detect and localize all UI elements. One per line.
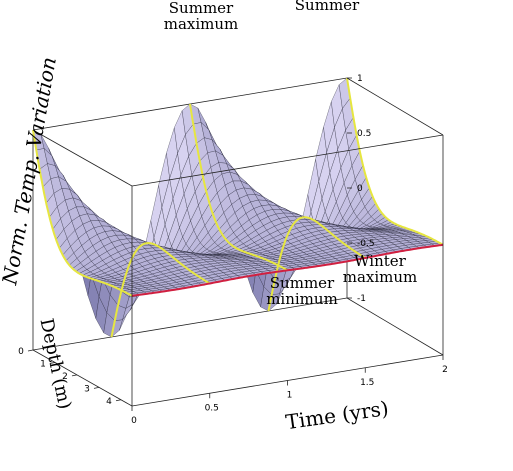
z-tick-label: 0 [357,184,363,194]
depth-tick-label: 0 [18,347,24,357]
highlight-lines [32,77,444,338]
annotation-line: Summer [270,274,335,292]
z-tick-label: 0.5 [357,129,371,139]
depth-highlight-line [131,243,444,297]
temperature-surface [32,77,444,338]
annotation-label: Summer minimum [266,274,338,308]
box-edge-left-top [32,129,133,187]
annotation-label: Winter maximum [343,252,418,286]
time-tick-label: 2 [442,365,448,375]
box-edge-right-top [346,77,444,136]
depth-tick [27,349,34,352]
axis-ticks: 0 0.5 1 1.5 2 0 1 2 3 4 1 0.5 0 -0.5 -1 [18,74,448,426]
z-tick-label: -0.5 [357,239,375,249]
box-edge-back-bottom [32,297,348,351]
depth-tick-label: 2 [62,372,68,382]
time-tick-label: 0.5 [205,403,219,413]
annotation-line: maximum [343,268,418,286]
depth-tick [93,386,100,389]
box-edge-right-bottom [346,297,444,356]
depth-tick [49,362,56,364]
time-highlight-line [189,103,289,272]
time-highlight-line [267,216,366,312]
time-tick-label: 1.5 [360,378,374,388]
annotation-line: Summer [295,0,360,14]
x-axis-label: Time (yrs) [284,396,390,434]
annotation-line: minimum [266,290,338,308]
depth-tick [71,374,78,377]
box-edge-front-top [131,134,444,187]
depth-tick-label: 3 [84,384,90,394]
time-highlight-line [110,242,211,338]
time-tick-label: 0 [131,416,137,426]
time-tick-label: 1 [287,391,293,401]
annotation-line: Winter [354,252,407,270]
annotation-label: Summer [295,0,360,14]
depth-tick [115,399,122,402]
annotation-line: Summer [169,0,234,17]
depth-tick-label: 4 [106,397,112,407]
z-tick-label: -1 [357,294,366,304]
time-highlight-line [346,77,444,246]
annotation-line: maximum [164,15,239,33]
z-tick-label: 1 [357,74,363,84]
plot-box-front [32,77,444,407]
depth-axis-line [32,349,133,407]
annotation-label: Summer maximum [164,0,239,33]
depth-tick-label: 1 [40,359,46,369]
time-highlight-line [32,129,133,297]
